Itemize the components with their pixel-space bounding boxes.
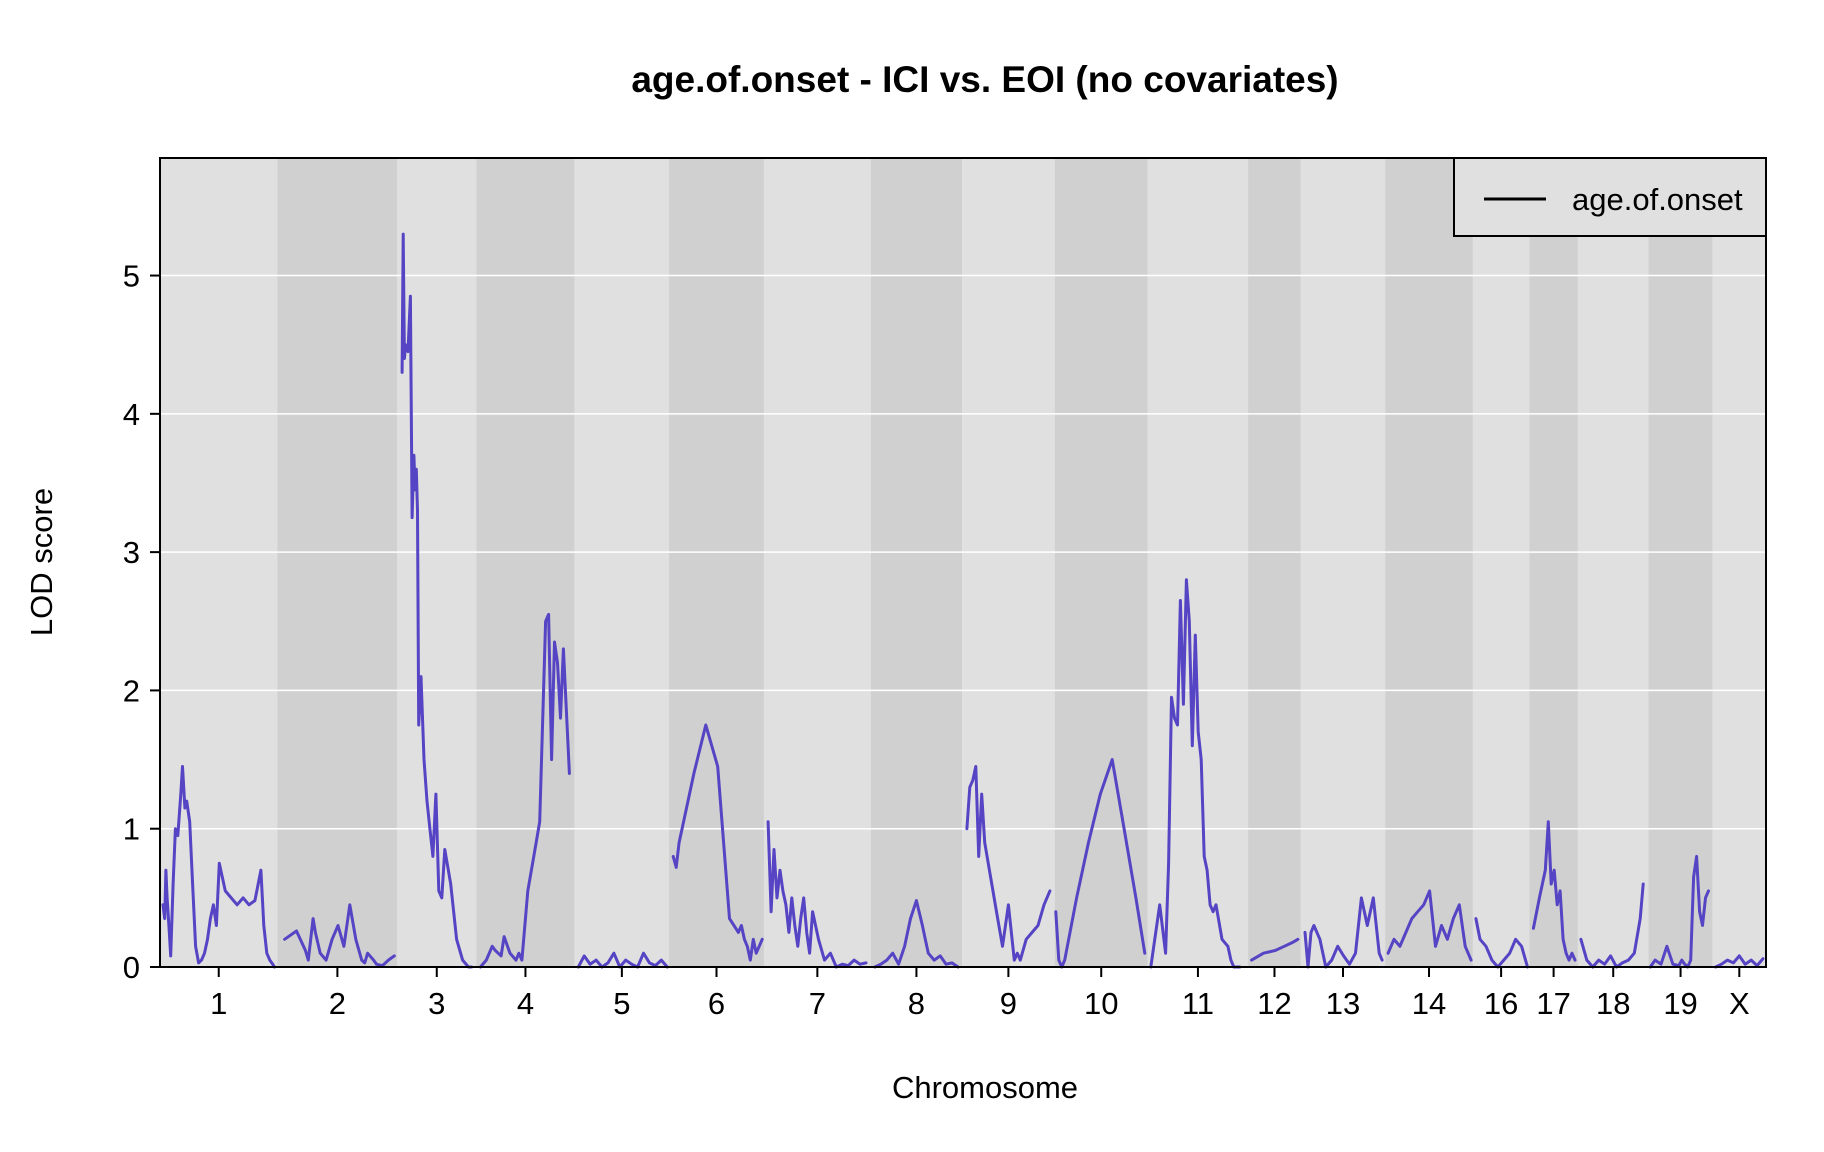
x-tick-label: 14 (1412, 986, 1446, 1021)
chromosome-band-4 (476, 158, 575, 967)
x-tick-label: 17 (1536, 986, 1570, 1021)
chromosome-band-11 (1147, 158, 1249, 967)
lod-line-chr-10 (1054, 758, 1147, 969)
x-tick-label: 18 (1596, 986, 1630, 1021)
y-tick-label: 5 (123, 259, 140, 294)
lod-line-chr-3 (400, 232, 473, 969)
y-tick-label: 3 (123, 535, 140, 570)
x-tick-label: 7 (809, 986, 826, 1021)
chromosome-band-12 (1248, 158, 1301, 967)
y-tick-label: 0 (123, 950, 140, 985)
x-tick-label: 8 (908, 986, 925, 1021)
chromosome-band-17 (1529, 158, 1578, 967)
y-axis: 0 1 2 3 4 5 (123, 259, 160, 985)
x-tick-label: 9 (1000, 986, 1017, 1021)
lod-line-chr-13 (1303, 896, 1384, 969)
lod-line-chr-7 (766, 820, 868, 969)
x-tick-label: 11 (1182, 986, 1214, 1021)
x-tick-label: 13 (1326, 986, 1360, 1021)
lod-line-chr-12 (1250, 937, 1300, 962)
plot-frame (159, 157, 1767, 968)
lod-line-chr-11 (1149, 578, 1242, 969)
chromosome-band-9 (962, 158, 1055, 967)
lod-line-chr-9 (965, 765, 1052, 962)
x-tick-label: 2 (329, 986, 346, 1021)
x-axis-label: Chromosome (892, 1070, 1078, 1105)
lod-line-chr-1 (161, 765, 276, 969)
chromosome-band-2 (277, 158, 398, 967)
legend-box (1453, 157, 1767, 237)
lod-line-chr-16 (1474, 917, 1529, 969)
chromosome-bands (160, 158, 1766, 967)
lod-line-chr-4 (478, 612, 571, 969)
chromosome-band-18 (1577, 158, 1649, 967)
chromosome-band-13 (1300, 158, 1386, 967)
chromosome-band-5 (574, 158, 670, 967)
x-tick-label: 12 (1257, 986, 1291, 1021)
y-tick-label: 2 (123, 673, 140, 708)
lod-line-chr-2 (283, 903, 396, 968)
chromosome-band-16 (1472, 158, 1530, 967)
lod-line-chr-5 (576, 951, 669, 969)
legend-entry: age.of.onset (1572, 182, 1743, 217)
x-tick-label: 1 (210, 986, 227, 1021)
y-tick-label: 4 (123, 397, 140, 432)
y-axis-label: LOD score (24, 488, 59, 636)
chromosome-band-6 (669, 158, 764, 967)
x-tick-label: 6 (708, 986, 725, 1021)
legend: age.of.onset (1453, 157, 1767, 237)
lod-series (161, 232, 1765, 969)
chromosome-band-1 (160, 158, 278, 967)
lod-line-chr-17 (1531, 820, 1577, 962)
x-tick-label: 3 (428, 986, 445, 1021)
chromosome-band-10 (1054, 158, 1148, 967)
x-tick-label: 19 (1663, 986, 1697, 1021)
chromosome-band-19 (1648, 158, 1713, 967)
x-tick-label: 10 (1084, 986, 1118, 1021)
x-tick-label: 4 (517, 986, 534, 1021)
y-tick-label: 1 (123, 812, 140, 847)
lod-line-chr-18 (1579, 882, 1645, 969)
gridlines (160, 274, 1766, 830)
lod-line-chr-6 (671, 723, 764, 962)
lod-line-chr-14 (1386, 889, 1473, 962)
x-tick-label: 16 (1484, 986, 1518, 1021)
chromosome-band-14 (1385, 158, 1473, 967)
chromosome-band-7 (763, 158, 871, 967)
lod-line-chr-8 (873, 899, 960, 969)
x-axis: 1 2 3 4 5 6 7 8 9 10 11 12 13 14 16 17 18 19 X (210, 967, 1750, 1021)
x-tick-label: X (1729, 986, 1750, 1021)
chromosome-band-X (1712, 158, 1766, 967)
x-tick-label: 5 (613, 986, 630, 1021)
chromosome-band-8 (870, 158, 963, 967)
lod-line-chr-X (1714, 954, 1765, 969)
chart-title: age.of.onset - ICI vs. EOI (no covariate… (631, 59, 1338, 100)
lod-line-chr-19 (1648, 854, 1710, 969)
